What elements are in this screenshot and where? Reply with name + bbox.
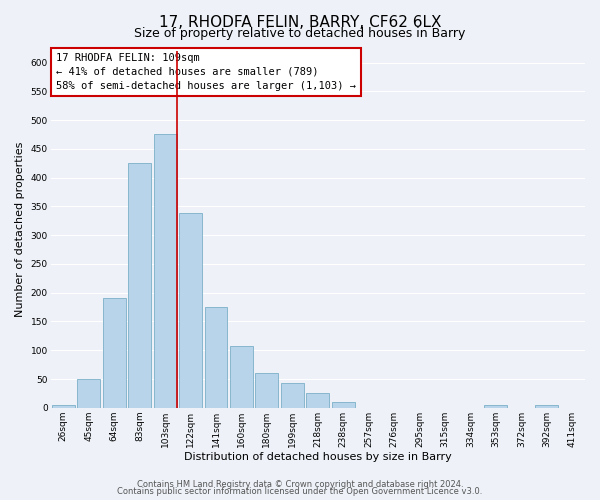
- Bar: [77, 379, 100, 408]
- Bar: [179, 214, 202, 408]
- Bar: [52, 405, 75, 408]
- Text: 17 RHODFA FELIN: 109sqm
← 41% of detached houses are smaller (789)
58% of semi-d: 17 RHODFA FELIN: 109sqm ← 41% of detache…: [56, 53, 356, 91]
- Text: 17, RHODFA FELIN, BARRY, CF62 6LX: 17, RHODFA FELIN, BARRY, CF62 6LX: [159, 15, 441, 30]
- Bar: [307, 394, 329, 408]
- Text: Contains HM Land Registry data © Crown copyright and database right 2024.: Contains HM Land Registry data © Crown c…: [137, 480, 463, 489]
- Bar: [103, 298, 125, 408]
- Bar: [281, 383, 304, 408]
- Bar: [154, 134, 176, 408]
- X-axis label: Distribution of detached houses by size in Barry: Distribution of detached houses by size …: [184, 452, 452, 462]
- Text: Contains public sector information licensed under the Open Government Licence v3: Contains public sector information licen…: [118, 487, 482, 496]
- Bar: [535, 405, 558, 408]
- Bar: [332, 402, 355, 408]
- Text: Size of property relative to detached houses in Barry: Size of property relative to detached ho…: [134, 28, 466, 40]
- Y-axis label: Number of detached properties: Number of detached properties: [15, 142, 25, 317]
- Bar: [256, 374, 278, 408]
- Bar: [205, 307, 227, 408]
- Bar: [230, 346, 253, 408]
- Bar: [128, 163, 151, 408]
- Bar: [484, 405, 508, 408]
